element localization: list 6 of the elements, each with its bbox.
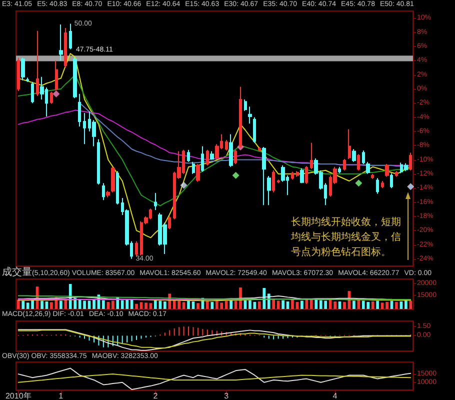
x-tick-label: 1 xyxy=(58,392,64,400)
x-tick-label: 4 xyxy=(332,392,338,400)
x-tick-label: 2010年 xyxy=(5,392,32,400)
annotation: 长期均线开始收敛，短期均线与长期均线金叉，信号点为粉色钻石图标。 xyxy=(291,216,402,260)
x-tick-label: 3 xyxy=(224,392,230,400)
x-tick-label: 2 xyxy=(153,392,158,400)
